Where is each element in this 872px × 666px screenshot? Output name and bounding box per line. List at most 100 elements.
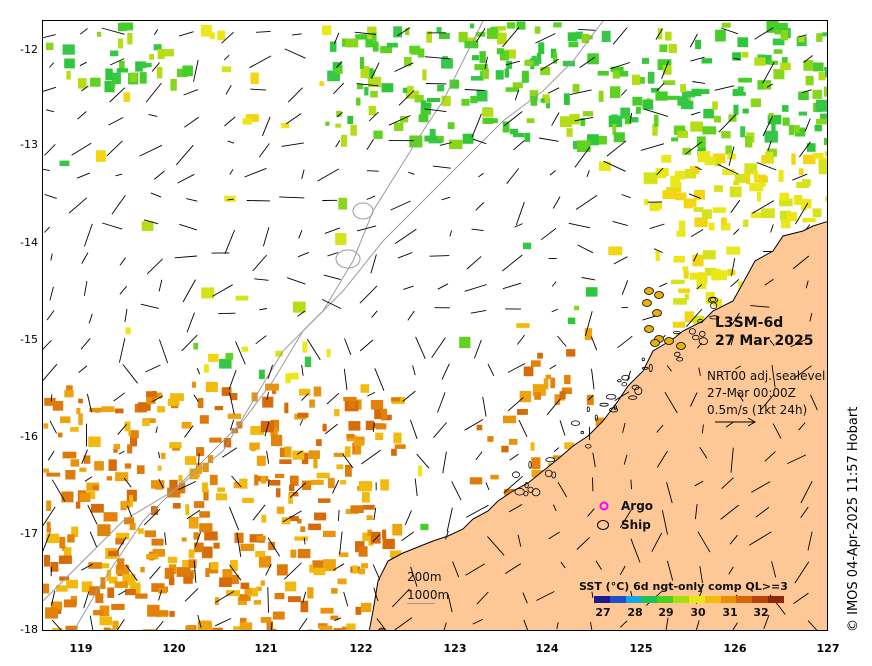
sst-pixel bbox=[501, 445, 509, 453]
sst-pixel bbox=[46, 528, 51, 533]
current-arrow bbox=[749, 531, 772, 546]
current-arrow bbox=[333, 563, 345, 571]
sst-pixel bbox=[699, 89, 710, 94]
sst-pixel bbox=[78, 413, 83, 425]
current-arrow bbox=[116, 619, 125, 630]
sst-pixel bbox=[500, 50, 509, 61]
current-arrow bbox=[267, 537, 281, 557]
sst-pixel bbox=[754, 174, 767, 183]
sst-pixel bbox=[353, 439, 365, 446]
current-arrow bbox=[81, 85, 89, 92]
sst-pixel bbox=[307, 587, 314, 599]
sst-pixel bbox=[744, 163, 758, 175]
sst-pixel bbox=[529, 58, 542, 64]
sst-pixel bbox=[647, 71, 655, 84]
current-arrow bbox=[560, 561, 566, 569]
current-arrow bbox=[81, 563, 94, 571]
current-arrow bbox=[71, 142, 92, 156]
current-arrow bbox=[692, 81, 705, 84]
current-arrow bbox=[464, 284, 487, 292]
ship-legend-label: Ship bbox=[621, 518, 651, 532]
current-arrow bbox=[807, 531, 813, 551]
sst-pixel bbox=[46, 42, 54, 50]
sst-pixel bbox=[420, 523, 429, 531]
sst-pixel bbox=[197, 620, 212, 630]
sst-pixel bbox=[64, 58, 75, 69]
sst-pixel bbox=[513, 132, 525, 138]
sst-pixel bbox=[793, 195, 803, 205]
current-arrow bbox=[284, 48, 306, 59]
current-arrow bbox=[659, 282, 668, 288]
sst-pixel bbox=[449, 79, 459, 89]
sst-pixel bbox=[773, 49, 783, 54]
current-arrow bbox=[482, 396, 487, 417]
sst-pixel bbox=[538, 42, 545, 55]
current-arrow bbox=[175, 144, 194, 166]
current-arrow bbox=[619, 509, 632, 529]
sst-pixel bbox=[185, 625, 195, 630]
sst-pixel bbox=[316, 439, 322, 446]
colorbar-swatch bbox=[736, 596, 753, 603]
current-arrow bbox=[197, 614, 202, 628]
sst-pixel bbox=[428, 139, 442, 144]
sst-pixel bbox=[814, 124, 822, 132]
sst-pixel bbox=[284, 402, 289, 414]
sst-pixel bbox=[559, 116, 572, 128]
current-arrow bbox=[617, 335, 633, 349]
sst-pixel bbox=[323, 559, 336, 572]
sst-pixel bbox=[354, 443, 361, 455]
sst-colorbar bbox=[594, 596, 784, 603]
current-arrow bbox=[154, 29, 159, 36]
sst-pixel bbox=[721, 22, 731, 28]
sst-pixel bbox=[458, 31, 468, 43]
sst-pixel bbox=[201, 287, 215, 299]
sst-pixel bbox=[108, 459, 117, 471]
current-arrow bbox=[800, 480, 813, 504]
current-arrow bbox=[391, 588, 410, 608]
current-arrow bbox=[145, 82, 162, 103]
island bbox=[616, 379, 622, 383]
sst-pixel bbox=[191, 381, 196, 388]
current-arrow bbox=[372, 534, 380, 543]
current-arrow bbox=[699, 446, 708, 459]
island bbox=[585, 444, 592, 449]
sst-pixel bbox=[380, 46, 392, 54]
sst-pixel bbox=[300, 600, 309, 613]
sst-pixel bbox=[137, 528, 144, 534]
sst-pixel bbox=[224, 195, 236, 202]
sst-pixel bbox=[812, 89, 823, 99]
sst-pixel bbox=[702, 126, 717, 135]
current-arrow bbox=[764, 451, 776, 462]
sst-pixel bbox=[781, 219, 791, 229]
sst-pixel bbox=[487, 436, 494, 442]
current-arrow bbox=[506, 168, 520, 184]
sst-pixel bbox=[657, 59, 672, 70]
sst-map[interactable] bbox=[42, 20, 828, 631]
current-arrow bbox=[342, 453, 354, 469]
sst-pixel bbox=[521, 70, 529, 83]
sst-pixel bbox=[62, 451, 77, 459]
sst-pixel bbox=[655, 250, 660, 261]
sst-pixel bbox=[117, 558, 125, 570]
sst-pixel bbox=[595, 417, 607, 427]
sst-pixel bbox=[721, 217, 727, 226]
contour-1000m-label: 1000m bbox=[407, 588, 450, 602]
current-arrow bbox=[333, 82, 345, 95]
sst-pixel bbox=[253, 600, 261, 605]
current-arrow bbox=[119, 286, 127, 295]
current-arrow bbox=[686, 308, 703, 327]
current-arrow bbox=[193, 394, 199, 403]
sst-pixel bbox=[129, 72, 137, 82]
current-arrow bbox=[515, 202, 525, 226]
current-arrow bbox=[793, 592, 809, 604]
current-arrow bbox=[416, 453, 430, 469]
sst-pixel bbox=[474, 64, 488, 71]
sst-pixel bbox=[597, 71, 609, 76]
sst-pixel bbox=[169, 611, 175, 617]
sst-pixel bbox=[65, 625, 78, 630]
current-arrow bbox=[117, 536, 127, 551]
current-arrow bbox=[690, 229, 704, 237]
current-arrow bbox=[50, 394, 53, 402]
current-arrow bbox=[651, 532, 663, 552]
sst-pixel bbox=[612, 70, 620, 79]
